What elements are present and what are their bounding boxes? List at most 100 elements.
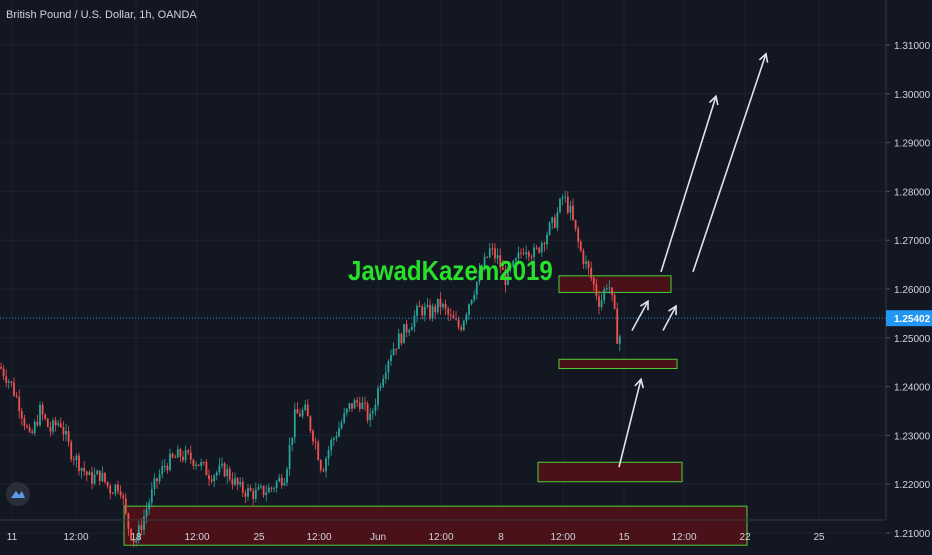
candle — [457, 316, 460, 331]
candle — [488, 243, 491, 259]
candle — [221, 457, 223, 469]
candle — [231, 472, 234, 490]
candle — [366, 401, 369, 424]
candle — [267, 483, 270, 494]
candle — [478, 263, 481, 286]
time-tick-label: 18 — [130, 532, 142, 543]
candle — [226, 464, 229, 484]
candle — [603, 286, 606, 304]
candle — [530, 254, 533, 261]
candle — [197, 464, 200, 467]
candle — [564, 190, 567, 203]
candle — [369, 408, 372, 428]
candle — [392, 342, 395, 356]
candle — [611, 287, 613, 302]
candle — [486, 256, 489, 259]
time-tick-label: 12:00 — [306, 532, 331, 543]
candle — [514, 257, 517, 262]
candle — [234, 472, 236, 487]
projection-arrow-4[interactable] — [660, 94, 719, 273]
candle — [504, 264, 507, 293]
candle — [169, 448, 171, 472]
candle — [247, 483, 249, 501]
candle — [330, 437, 333, 456]
candle — [213, 473, 216, 487]
candle — [228, 466, 231, 482]
candle — [345, 407, 348, 417]
candle — [36, 414, 39, 428]
candle — [338, 421, 340, 438]
candle — [468, 303, 470, 320]
projection-arrow-2[interactable] — [631, 299, 649, 331]
candle — [364, 396, 366, 411]
candle — [65, 423, 67, 442]
time-tick-label: 12:00 — [63, 532, 88, 543]
candle — [592, 276, 595, 292]
candle — [275, 479, 278, 493]
candle — [496, 248, 499, 264]
candle — [473, 290, 476, 303]
time-tick-label: 25 — [813, 532, 825, 543]
candle — [0, 362, 2, 370]
candle — [447, 306, 450, 322]
candle — [2, 365, 5, 381]
zones — [123, 275, 748, 546]
candle — [533, 243, 535, 262]
candle — [148, 498, 151, 515]
demand-zone-4[interactable] — [558, 275, 672, 293]
price-tick-label: 1.31000 — [894, 41, 931, 52]
candle — [325, 456, 327, 478]
candle — [340, 419, 343, 430]
candle — [314, 437, 317, 450]
candle — [260, 483, 262, 490]
price-tick-label: 1.27000 — [894, 236, 931, 247]
candle — [371, 408, 374, 420]
candle — [130, 528, 132, 541]
candle — [39, 401, 41, 428]
candle — [319, 458, 322, 473]
current-price-label: 1.25402 — [894, 314, 931, 325]
symbol-title: British Pound / U.S. Dollar, 1h, OANDA — [6, 9, 197, 21]
candle — [455, 310, 457, 321]
price-tick-label: 1.30000 — [894, 90, 931, 101]
candle — [7, 379, 10, 389]
tradingview-logo-icon[interactable] — [6, 482, 30, 506]
candle — [551, 216, 554, 230]
candle — [13, 377, 15, 397]
demand-zone-3[interactable] — [558, 358, 678, 370]
demand-zone-2[interactable] — [537, 461, 683, 483]
projection-arrow-5[interactable] — [692, 52, 769, 273]
candle — [481, 264, 483, 272]
candle — [423, 302, 426, 322]
candle — [70, 439, 73, 463]
time-tick-label: 15 — [618, 532, 630, 543]
candle — [57, 419, 60, 428]
candle — [189, 445, 192, 465]
candle — [561, 194, 564, 206]
candle — [265, 485, 268, 502]
candle — [124, 493, 127, 516]
candle — [483, 252, 486, 272]
candle — [421, 303, 424, 320]
candle — [587, 260, 590, 275]
price-tick-label: 1.29000 — [894, 139, 931, 150]
candle — [46, 418, 49, 428]
candle — [387, 359, 390, 380]
candle — [335, 431, 338, 442]
projection-arrow-1[interactable] — [618, 377, 645, 468]
candle — [15, 391, 18, 399]
candle — [499, 248, 502, 274]
demand-zone-1[interactable] — [123, 505, 748, 546]
candle — [88, 470, 91, 476]
candle — [304, 399, 307, 412]
candle — [174, 454, 177, 458]
candle — [208, 469, 210, 486]
candle — [176, 445, 179, 458]
candle — [543, 241, 546, 252]
candle — [527, 250, 530, 262]
candle — [5, 369, 8, 388]
candle — [512, 259, 515, 269]
candle — [192, 458, 195, 470]
